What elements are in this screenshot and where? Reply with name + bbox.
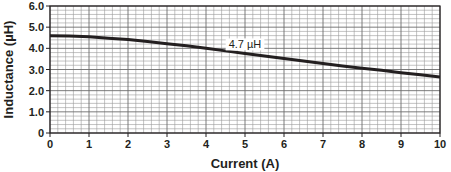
x-tick-label: 3 xyxy=(164,138,170,150)
x-tick xyxy=(440,133,441,137)
x-tick xyxy=(206,133,207,137)
y-grid-line xyxy=(50,27,440,28)
x-tick xyxy=(245,133,246,137)
x-tick-label: 10 xyxy=(434,138,446,150)
x-tick-label: 8 xyxy=(359,138,365,150)
y-axis-title: Inductance (µH) xyxy=(1,21,16,119)
x-tick xyxy=(362,133,363,137)
y-tick-label: 1.0 xyxy=(29,106,44,118)
chart: 0 1 2 3 4 5 6 7 8 9 10 0 1.0 2.0 3.0 4.0 5.0 6.0 Current (… xyxy=(0,0,451,172)
x-tick-label: 6 xyxy=(281,138,287,150)
x-tick-label: 1 xyxy=(86,138,92,150)
y-tick xyxy=(46,69,50,70)
y-tick xyxy=(46,27,50,28)
x-tick xyxy=(50,133,51,137)
x-tick xyxy=(323,133,324,137)
y-tick xyxy=(46,111,50,112)
series-labels: 4.7 µH xyxy=(226,38,265,50)
x-tick xyxy=(401,133,402,137)
x-tick xyxy=(167,133,168,137)
x-tick xyxy=(89,133,90,137)
y-tick-label: 3.0 xyxy=(29,64,44,76)
y-tick-label: 4.0 xyxy=(29,42,44,54)
x-tick-label: 4 xyxy=(203,138,210,150)
grid xyxy=(50,6,440,133)
series-label: 4.7 µH xyxy=(229,38,262,50)
x-tick-label: 2 xyxy=(125,138,131,150)
series-label-bg xyxy=(226,38,265,50)
x-tick xyxy=(128,133,129,137)
x-tick-label: 0 xyxy=(47,138,53,150)
y-tick xyxy=(46,48,50,49)
plot-frame xyxy=(50,6,440,133)
series-group xyxy=(50,36,440,77)
x-tick xyxy=(284,133,285,137)
y-grid-line xyxy=(50,111,440,112)
y-tick xyxy=(46,133,50,134)
x-tick-label: 7 xyxy=(320,138,326,150)
x-tick-label: 5 xyxy=(242,138,248,150)
x-tick-label: 9 xyxy=(398,138,404,150)
y-tick xyxy=(46,90,50,91)
series-line xyxy=(50,36,440,77)
y-grid-line xyxy=(50,90,440,91)
y-tick-label: 6.0 xyxy=(29,0,44,12)
y-tick-label: 5.0 xyxy=(29,21,44,33)
y-tick-label: 0 xyxy=(38,127,44,139)
x-axis-title: Current (A) xyxy=(211,156,280,171)
y-tick-label: 2.0 xyxy=(29,85,44,97)
y-tick xyxy=(46,6,50,7)
